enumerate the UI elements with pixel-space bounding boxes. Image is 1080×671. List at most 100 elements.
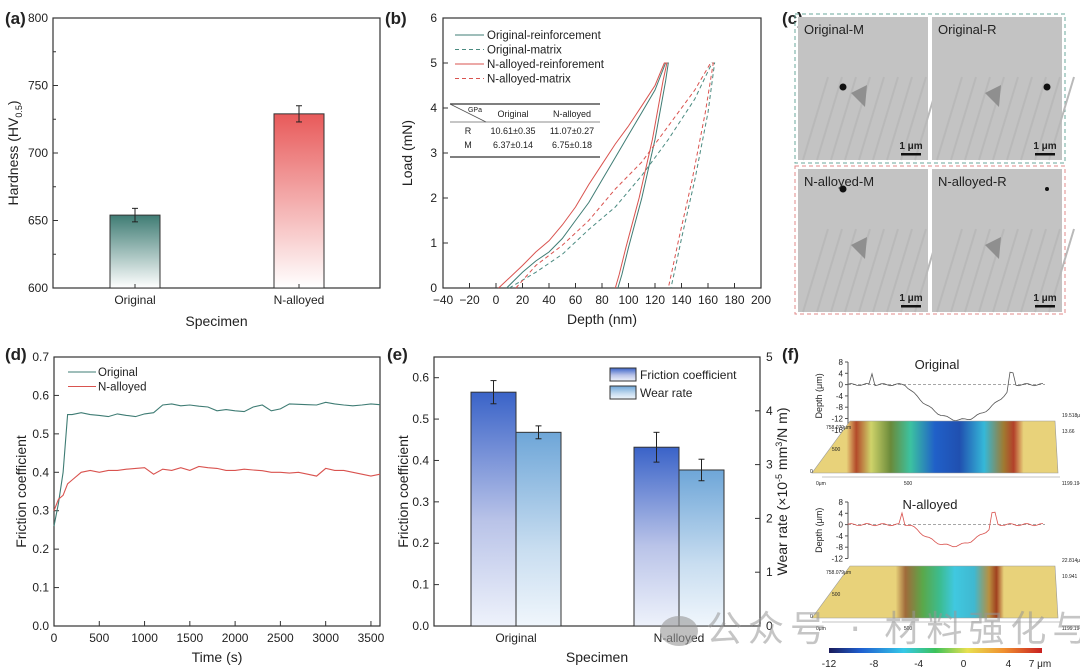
legend-label-b: N-alloyed-matrix [487,74,571,86]
legend-label-b: N-alloyed-reinforement [487,59,605,71]
y-axis-label-d: Friction coefficient [13,435,29,548]
group-border-n-alloyed [794,165,1066,315]
y-tick-label-e: 0.4 [412,453,429,467]
profile-y-tick-label: 4 [839,509,844,518]
y-tick-label-a: 700 [28,146,48,160]
texture [1006,228,1033,313]
colorbar-tick-label: 0 [961,659,967,670]
series-line-original-matrix [509,62,716,289]
y-tick-label-e: 0.1 [412,578,429,592]
group-border-original [794,13,1066,164]
x-axis-label-b: Depth (nm) [567,311,637,327]
texture [886,76,913,161]
y-tick-label-b: 3 [430,146,437,160]
x-tick-label-d: 0 [51,631,58,645]
y-axis-label-b: Load (mN) [399,120,415,186]
surface-axis-label: 758.079μm [826,570,851,576]
profile-curve [847,371,1044,422]
texture [936,228,963,313]
x-tick-label-b: 80 [595,293,609,307]
y-tick-label-b: 5 [430,56,437,70]
scale-label: 1 μm [899,141,922,152]
scale-label: 1 μm [1033,293,1056,304]
texture [1020,76,1047,161]
watermark: 公众号 · 材料强化与防护 [660,600,1080,652]
y-tick-label-a: 750 [28,79,48,93]
x-tick-label-b: 200 [751,293,771,307]
profile-n-alloyed: 8 4 0 -4 -8 -12 Depth (μm) N-alloyed 758.079μm 50… [810,497,1080,632]
pore [1043,83,1051,91]
plot-frame-d [53,356,381,627]
series-line-original [53,401,381,527]
sem-image-original-r: Original-R 1 μm [932,17,1075,161]
table-corner-label: GPa [468,107,482,114]
y-tick-label-a: 600 [28,281,48,295]
x-tick-label-b: −40 [433,293,454,307]
y-right-tick-label-e: 3 [766,458,773,472]
profile-y-label: Depth (μm) [814,373,824,418]
series-line-original-reinforcement [506,62,669,289]
x-tick-label-b: 0 [493,293,500,307]
surface-axis-label: 758.079μm [826,425,851,431]
texture [964,76,991,161]
surface-axis-label: 13.66 [1062,429,1075,435]
y-tick-label-d: 0.3 [32,504,49,518]
texture [858,228,885,313]
table-cell: 10.61±0.35 [491,126,536,136]
surface-axis-label: 500 [904,626,913,632]
y-tick-label-d: 0.1 [32,581,49,595]
y-axis-label-a: Hardness (HV0.5) [5,100,24,205]
profile-y-tick-label: 4 [839,369,844,378]
table-row-label: R [465,126,472,136]
texture [964,228,991,313]
legend-swatch-e [609,385,637,400]
y-tick-label-d: 0.5 [32,427,49,441]
legend-label-b: Original-reinforcement [487,30,602,42]
texture [936,76,963,161]
sem-label: N-alloyed-M [804,174,874,189]
texture [950,76,977,161]
profile-y-tick-label: -8 [836,403,844,412]
legend-label-d: N-alloyed [98,382,147,394]
table-row-label: M [464,140,472,150]
surface-axis-label: 10.941 [1062,574,1078,580]
scale-label: 1 μm [899,293,922,304]
pore [839,83,847,91]
table-cell: 11.07±0.27 [550,126,594,136]
texture [802,76,829,161]
x-tick-label-d: 1000 [131,631,158,645]
y-tick-label-b: 0 [430,281,437,295]
y-right-axis-label-e: Wear rate (×10-5 mm3/N m) [774,408,790,576]
x-tick-label-b: 100 [618,293,638,307]
texture [1006,76,1033,161]
y-tick-label-b: 1 [430,236,437,250]
texture [816,76,843,161]
texture [992,228,1019,313]
y-right-tick-label-e: 4 [766,404,773,418]
profile-original: 8 4 0 -4 -8 -12 -16 Depth (μm) Original 758.079μm… [810,357,1080,487]
wechat-icon [660,616,698,646]
bar-original [109,214,161,289]
x-tick-label-d: 3000 [312,631,339,645]
y-tick-label-e: 0.3 [412,495,429,509]
x-tick-label-e: Original [495,631,536,645]
table-diagonal [449,103,487,123]
y-tick-label-d: 0.7 [32,350,49,364]
legend-label-e: Wear rate [640,386,693,400]
y-tick-label-e: 0.0 [412,619,429,633]
profile-y-tick-label: -4 [836,532,844,541]
colorbar-tick-label: -8 [869,659,878,670]
texture [1048,76,1075,161]
x-axis-label-a: Specimen [185,313,247,329]
table-cell: 6.37±0.14 [493,140,533,150]
table-header: Original [497,109,528,119]
bar-n-alloyed [273,113,325,289]
profile-y-tick-label: 0 [839,381,844,390]
profile-y-tick-label: 8 [839,358,844,367]
y-tick-label-b: 6 [430,11,437,25]
colorbar-tick-label: 7 μm [1029,659,1051,670]
texture [900,228,927,313]
plot-frame-e [433,356,761,627]
sem-image-n-alloyed-m: N-alloyed-M 1 μm [798,169,941,313]
y-right-tick-label-e: 2 [766,511,773,525]
